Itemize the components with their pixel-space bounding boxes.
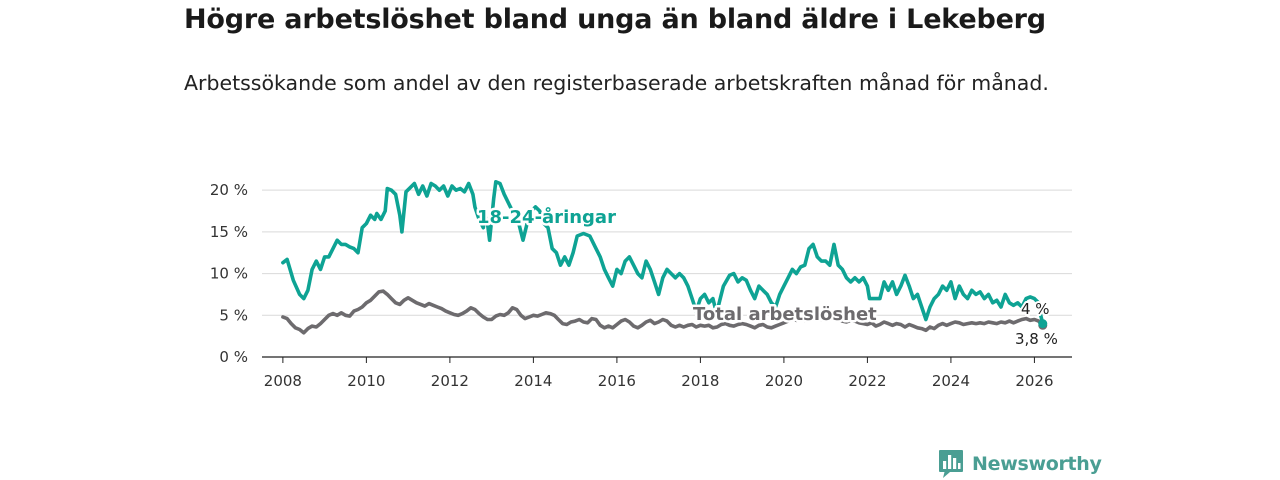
- grid-lines: [262, 189, 1072, 358]
- x-tick-label: 2008: [264, 372, 302, 390]
- bar-chart-speech-bubble-icon: [939, 450, 963, 478]
- series-lines: [281, 180, 1048, 335]
- series-label-1: Total arbetslöshet: [693, 304, 877, 325]
- x-tick-label: 2012: [431, 372, 469, 390]
- series-end-point-0: [1038, 319, 1048, 329]
- series-line-1: [281, 289, 1045, 335]
- y-tick-label: 20 %: [210, 181, 248, 199]
- x-axis: 2008 2010 2012 2014 2016 2018 2020 2022 2024 2026: [264, 357, 1054, 390]
- series-labels: 18-24-åringar Total arbetslöshet 4 % 3,8 %: [475, 204, 1060, 351]
- y-tick-label: 15 %: [210, 223, 248, 241]
- y-tick-label: 10 %: [210, 265, 248, 283]
- series-line-0: [281, 180, 1045, 326]
- x-tick-label: 2014: [514, 372, 552, 390]
- x-tick-label: 2024: [932, 372, 970, 390]
- y-tick-label: 0 %: [219, 348, 248, 366]
- series-label-0: 18-24-åringar: [477, 206, 616, 228]
- y-tick-label: 5 %: [219, 306, 248, 324]
- brand-logo: Newsworthy: [938, 449, 1102, 479]
- series-end-label-0: 4 %: [1021, 300, 1050, 318]
- x-tick-label: 2018: [681, 372, 719, 390]
- chart-subtitle: Arbetssökande som andel av den registerb…: [184, 71, 1049, 95]
- x-tick-label: 2020: [765, 372, 803, 390]
- chart-title: Högre arbetslöshet bland unga än bland ä…: [184, 4, 1046, 35]
- x-tick-label: 2016: [598, 372, 636, 390]
- x-tick-label: 2022: [848, 372, 886, 390]
- y-axis: 0 % 5 % 10 % 15 % 20 %: [210, 181, 248, 366]
- x-tick-label: 2026: [1015, 372, 1053, 390]
- series-end-label-1: 3,8 %: [1015, 330, 1058, 348]
- brand-name: Newsworthy: [972, 453, 1102, 475]
- x-tick-label: 2010: [347, 372, 385, 390]
